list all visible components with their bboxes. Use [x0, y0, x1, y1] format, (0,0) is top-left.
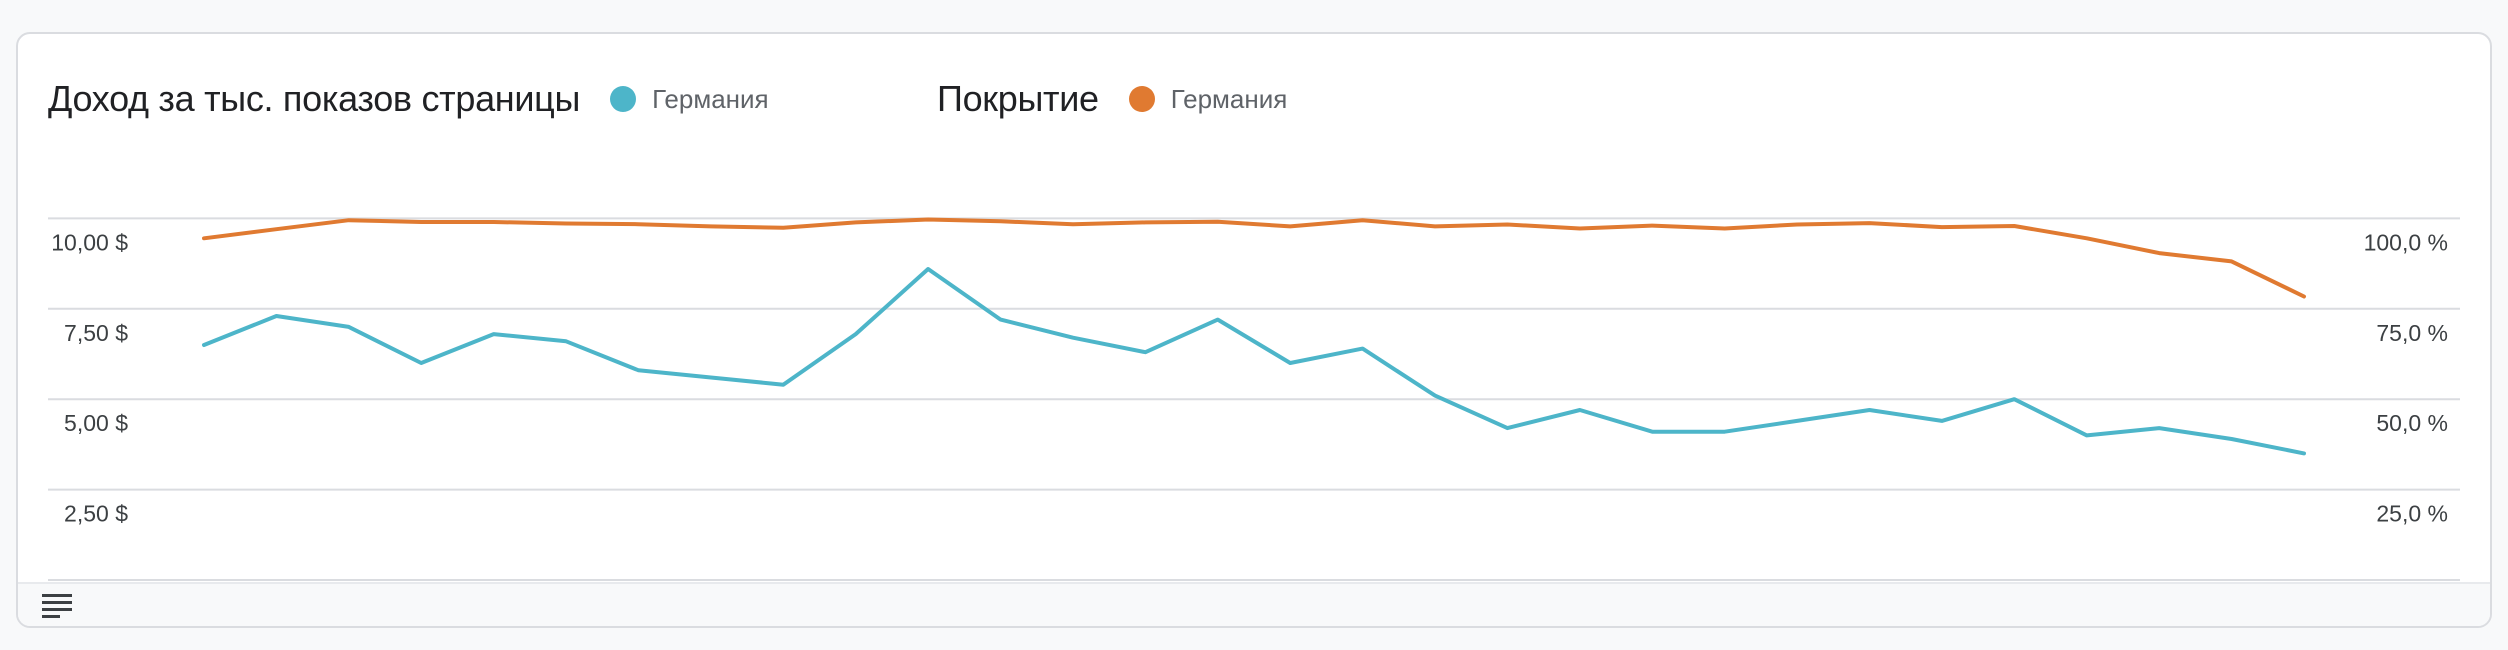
legend-dot-teal	[610, 86, 637, 112]
right-metric-title: Покрытие	[937, 78, 1099, 119]
series-line-coverage	[202, 217, 2306, 299]
legend-dot-orange	[1128, 86, 1155, 112]
left-axis-tick: 10,00 $	[51, 229, 128, 255]
legend-series-label-right[interactable]: Германия	[1170, 83, 1288, 114]
table-view-icon[interactable]	[42, 594, 72, 618]
line-chart: 10,00 $ 7,50 $ 5,00 $ 2,50 $ 100,0 % 75,0 % 50…	[48, 217, 2460, 622]
right-axis-tick: 25,0 %	[2376, 501, 2448, 527]
legend-series-label-left[interactable]: Германия	[652, 83, 769, 114]
chart-footer	[18, 582, 2490, 626]
left-axis-tick: 5,00 $	[64, 410, 128, 436]
left-axis-tick: 7,50 $	[64, 320, 128, 346]
chart-card: Доход за тыс. показов страницы Германия …	[16, 32, 2492, 628]
legend-left: Доход за тыс. показов страницы Германия	[48, 72, 769, 126]
right-axis-tick: 100,0 %	[2364, 229, 2448, 255]
left-axis-tick: 2,50 $	[64, 501, 128, 527]
series-line-rpm	[202, 267, 2306, 456]
right-axis-tick: 50,0 %	[2376, 410, 2448, 436]
legend-right: Покрытие Германия	[937, 72, 1287, 126]
right-axis-tick: 75,0 %	[2376, 320, 2448, 346]
left-metric-title: Доход за тыс. показов страницы	[48, 78, 581, 119]
